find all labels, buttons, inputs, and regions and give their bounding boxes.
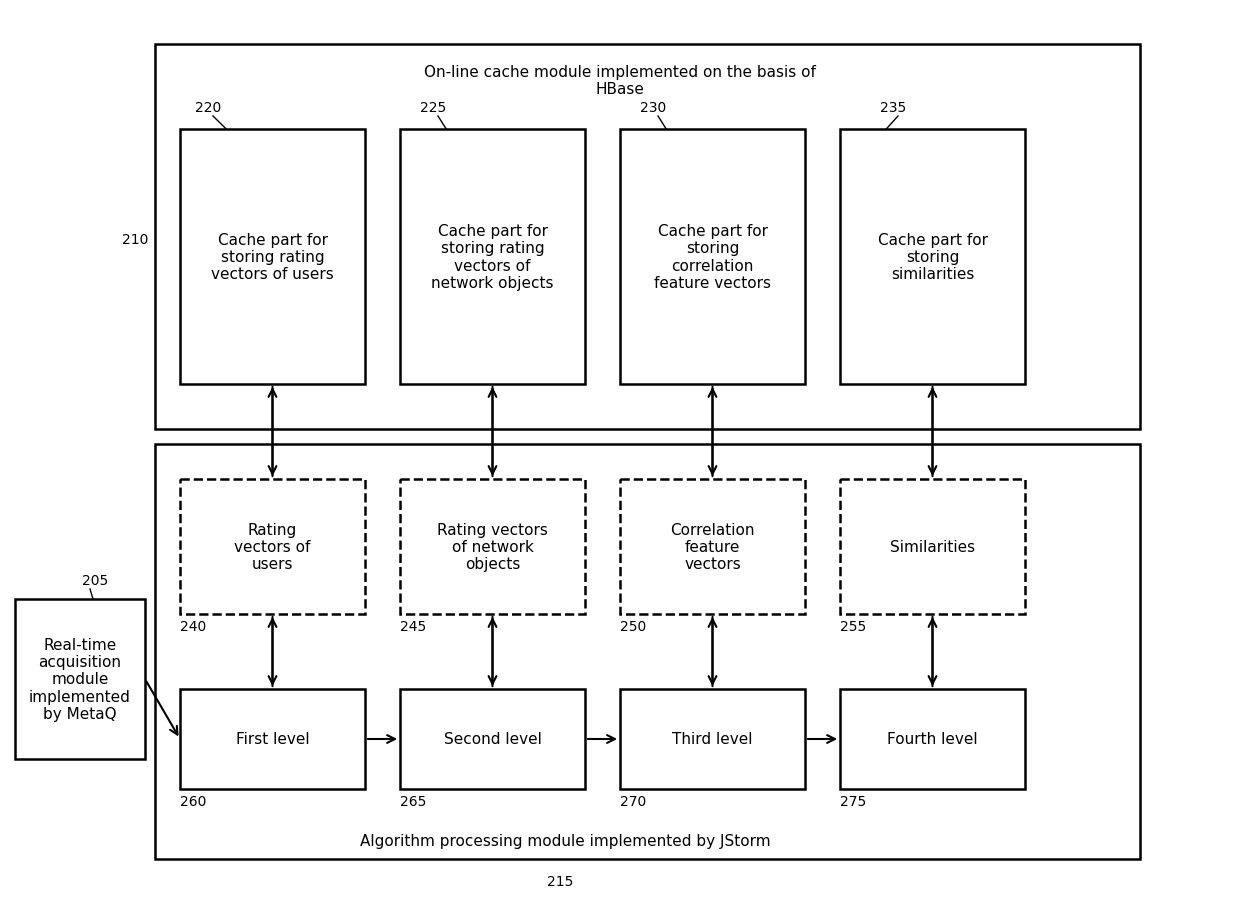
Text: 215: 215 [547, 874, 573, 888]
Text: Cache part for
storing rating
vectors of users: Cache part for storing rating vectors of… [211, 233, 334, 282]
Bar [839, 689, 1025, 789]
Text: 235: 235 [880, 101, 906, 115]
Bar [839, 480, 1025, 614]
Text: 265: 265 [401, 794, 427, 808]
Text: 250: 250 [620, 620, 646, 633]
Text: 210: 210 [122, 233, 148, 247]
Text: 230: 230 [640, 101, 666, 115]
Text: 205: 205 [82, 574, 108, 587]
Text: 240: 240 [180, 620, 206, 633]
Text: Cache part for
storing
similarities: Cache part for storing similarities [878, 233, 987, 282]
Text: Real-time
acquisition
module
implemented
by MetaQ: Real-time acquisition module implemented… [29, 637, 131, 722]
Text: Similarities: Similarities [890, 539, 975, 555]
Bar [155, 445, 1140, 859]
Bar [401, 480, 585, 614]
Text: 260: 260 [180, 794, 206, 808]
Text: Rating vectors
of network
objects: Rating vectors of network objects [436, 522, 548, 572]
Bar [620, 689, 805, 789]
Text: 255: 255 [839, 620, 867, 633]
Text: 220: 220 [195, 101, 221, 115]
Bar [401, 130, 585, 384]
Text: Cache part for
storing rating
vectors of
network objects: Cache part for storing rating vectors of… [432, 224, 554, 290]
Bar [180, 689, 365, 789]
Text: Fourth level: Fourth level [887, 732, 978, 747]
Bar [180, 130, 365, 384]
Bar [620, 130, 805, 384]
Text: 270: 270 [620, 794, 646, 808]
Text: Third level: Third level [672, 732, 753, 747]
Bar [180, 480, 365, 614]
Text: Correlation
feature
vectors: Correlation feature vectors [671, 522, 755, 572]
Text: 245: 245 [401, 620, 427, 633]
Text: On-line cache module implemented on the basis of
HBase: On-line cache module implemented on the … [424, 65, 816, 97]
Text: First level: First level [236, 732, 309, 747]
Text: 225: 225 [420, 101, 446, 115]
Text: Algorithm processing module implemented by JStorm: Algorithm processing module implemented … [360, 833, 770, 849]
Bar [839, 130, 1025, 384]
Text: 275: 275 [839, 794, 867, 808]
Bar [155, 45, 1140, 429]
Text: Rating
vectors of
users: Rating vectors of users [234, 522, 311, 572]
Bar [401, 689, 585, 789]
Text: Second level: Second level [444, 732, 542, 747]
Text: Cache part for
storing
correlation
feature vectors: Cache part for storing correlation featu… [653, 224, 771, 290]
Bar [620, 480, 805, 614]
Bar [15, 599, 145, 759]
